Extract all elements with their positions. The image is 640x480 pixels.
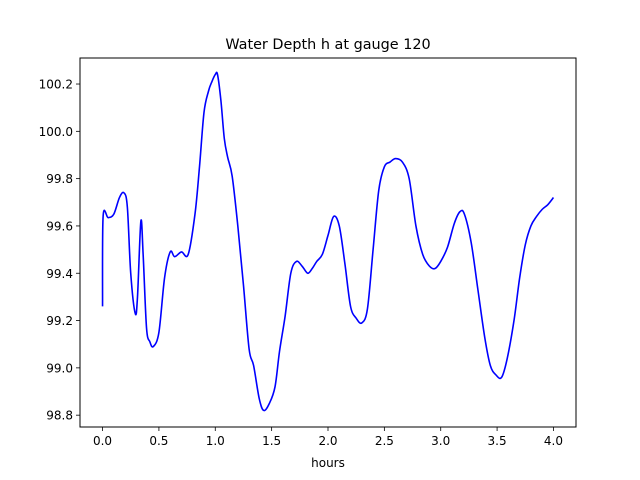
y-axis: 98.8 99.0 99.2 99.4 99.6 99.8 100.0 100.2	[39, 78, 80, 423]
plot-area	[101, 71, 555, 412]
series-line-0	[101, 71, 555, 412]
x-tick-label: 3.0	[431, 434, 450, 448]
y-tick-label: 100.0	[39, 125, 73, 139]
y-tick-label: 98.8	[46, 409, 73, 423]
y-tick-label: 99.2	[46, 314, 73, 328]
x-tick-label: 2.0	[318, 434, 337, 448]
x-tick-label: 1.5	[262, 434, 281, 448]
x-tick-label: 0.5	[149, 434, 168, 448]
x-axis-label: hours	[311, 456, 345, 470]
y-tick-label: 99.4	[46, 267, 73, 281]
y-tick-label: 99.8	[46, 172, 73, 186]
x-axis: 0.0 0.5 1.0 1.5 2.0 2.5 3.0 3.5 4.0	[93, 427, 563, 448]
chart-title: Water Depth h at gauge 120	[225, 37, 430, 53]
x-tick-label: 1.0	[206, 434, 225, 448]
x-tick-label: 3.5	[488, 434, 507, 448]
x-tick-label: 2.5	[375, 434, 394, 448]
plot-frame	[79, 57, 577, 428]
x-tick-label: 4.0	[544, 434, 563, 448]
y-tick-label: 99.6	[46, 219, 73, 233]
x-tick-label: 0.0	[93, 434, 112, 448]
y-tick-label: 99.0	[46, 361, 73, 375]
y-tick-label: 100.2	[39, 78, 73, 92]
